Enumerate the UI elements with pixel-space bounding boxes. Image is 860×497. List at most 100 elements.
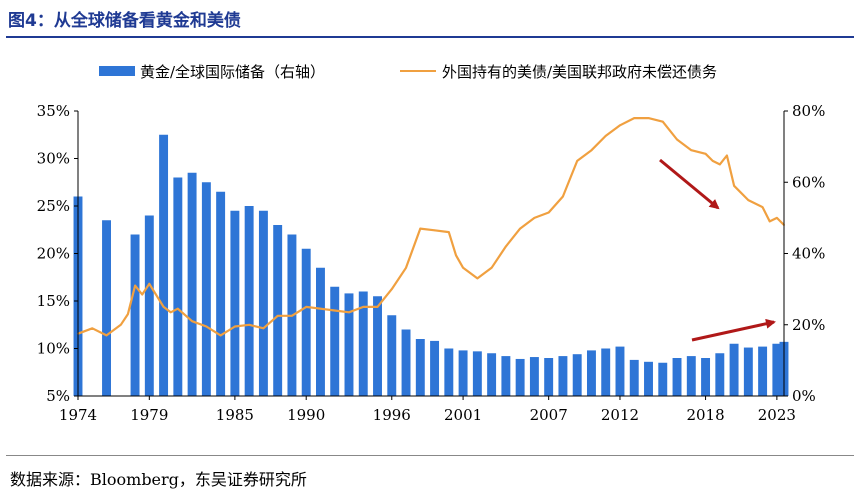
x-tick-label-8: 2018 (686, 406, 724, 424)
line-point-37 (547, 211, 550, 214)
x-tick-label-9: 2023 (758, 406, 796, 424)
bar-17 (344, 293, 354, 396)
bar-11 (258, 210, 268, 396)
line-point-23 (362, 306, 365, 308)
line-point-47 (690, 149, 693, 152)
bar-27 (487, 353, 497, 396)
line-point-30 (455, 254, 457, 257)
figure-title: 图4：从全球储备看黄金和美债 (8, 11, 241, 31)
bar-6 (187, 172, 197, 396)
right-tick-label-3: 60% (792, 173, 825, 191)
right-tick-label-0: 0% (792, 387, 816, 405)
line-point-55 (768, 220, 771, 223)
line-point-25 (390, 288, 393, 290)
x-tick-label-6: 2007 (530, 406, 568, 424)
bar-47 (772, 343, 782, 396)
legend: 黄金/全球国际储备（右轴） 外国持有的美债/美国联邦政府未偿还债务 (99, 63, 717, 81)
line-point-46 (676, 138, 678, 141)
line-point-1 (91, 327, 94, 330)
line-point-7 (148, 282, 151, 285)
line-point-17 (276, 314, 279, 317)
line-point-14 (234, 325, 236, 328)
line-point-28 (433, 229, 436, 232)
x-tick-label-5: 2001 (444, 406, 482, 424)
bar-31 (544, 358, 554, 396)
bar-16 (330, 286, 340, 396)
bar-4 (159, 134, 169, 396)
bar-12 (273, 225, 283, 396)
left-tick-label-6: 35% (37, 102, 70, 120)
line-point-18 (291, 314, 293, 317)
left-tick-label-0: 5% (46, 387, 70, 405)
line-point-6 (141, 293, 144, 296)
bar-36 (615, 346, 625, 396)
line-point-27 (419, 227, 422, 230)
legend-bar-swatch (99, 66, 135, 76)
line-point-24 (376, 306, 379, 308)
footer-rule (6, 455, 854, 456)
bar-5 (173, 177, 183, 396)
left-tick-label-2: 15% (37, 292, 70, 310)
left-tick-label-3: 20% (37, 245, 70, 263)
chart: 黄金/全球国际储备（右轴） 外国持有的美债/美国联邦政府未偿还债务 5% 10% 1… (37, 63, 826, 424)
x-tick-label-2: 1985 (216, 406, 254, 424)
line-point-51 (726, 154, 728, 157)
bar-22 (415, 339, 425, 396)
line-point-48 (704, 152, 707, 155)
bar-32 (558, 356, 568, 396)
bar-29 (515, 358, 525, 396)
bar-43 (715, 353, 725, 396)
x-tick-label-4: 1996 (373, 406, 411, 424)
line-point-12 (205, 325, 208, 328)
line-point-9 (169, 311, 172, 314)
line-point-5 (134, 284, 137, 287)
line-point-35 (519, 227, 521, 230)
bar-15 (316, 267, 325, 396)
bar-24 (444, 348, 454, 396)
line-point-4 (127, 313, 129, 315)
bar-30 (529, 357, 539, 396)
line-point-54 (761, 206, 764, 209)
right-tick-label-2: 40% (792, 245, 825, 263)
bar-18 (358, 291, 368, 396)
line-point-3 (119, 323, 122, 326)
bar-35 (601, 348, 611, 396)
bar-46 (758, 346, 768, 396)
line-point-52 (733, 184, 735, 187)
line-point-44 (647, 117, 650, 119)
bar-19 (373, 296, 382, 396)
right-tick-label-4: 80% (792, 102, 825, 120)
bar-7 (201, 182, 211, 396)
line-point-26 (405, 266, 407, 269)
bar-23 (430, 340, 440, 396)
bar-34 (586, 350, 596, 396)
line-point-53 (747, 199, 750, 202)
axes: 5% 10% 15% 20% 25% 30% 35% 0% 20% 40% 60% 80% 1974 19… (37, 102, 826, 424)
line-point-40 (590, 149, 593, 152)
line-point-32 (476, 277, 479, 280)
line-point-56 (776, 217, 778, 219)
line-point-42 (619, 124, 621, 127)
line-point-22 (348, 311, 350, 314)
line-point-43 (633, 117, 636, 119)
bar-33 (572, 354, 582, 396)
line-point-15 (248, 323, 251, 326)
line-point-50 (718, 163, 721, 166)
line-point-8 (162, 306, 165, 308)
title-rule (6, 36, 854, 38)
line-point-20 (319, 307, 322, 310)
bar-45 (743, 347, 753, 396)
line-point-19 (305, 306, 308, 308)
left-tick-label-1: 10% (37, 340, 70, 358)
line-point-29 (447, 231, 450, 234)
x-tick-label-1: 1979 (130, 406, 168, 424)
x-tick-label-7: 2012 (601, 406, 639, 424)
line-point-16 (262, 327, 265, 330)
down-trend-arrow (659, 158, 720, 210)
source-note: 数据来源：Bloomberg，东吴证券研究所 (10, 470, 307, 489)
line-point-45 (661, 120, 664, 123)
bar-44 (729, 343, 739, 396)
line-point-49 (711, 160, 714, 162)
bar-25 (458, 350, 468, 396)
bar-series (73, 134, 789, 396)
